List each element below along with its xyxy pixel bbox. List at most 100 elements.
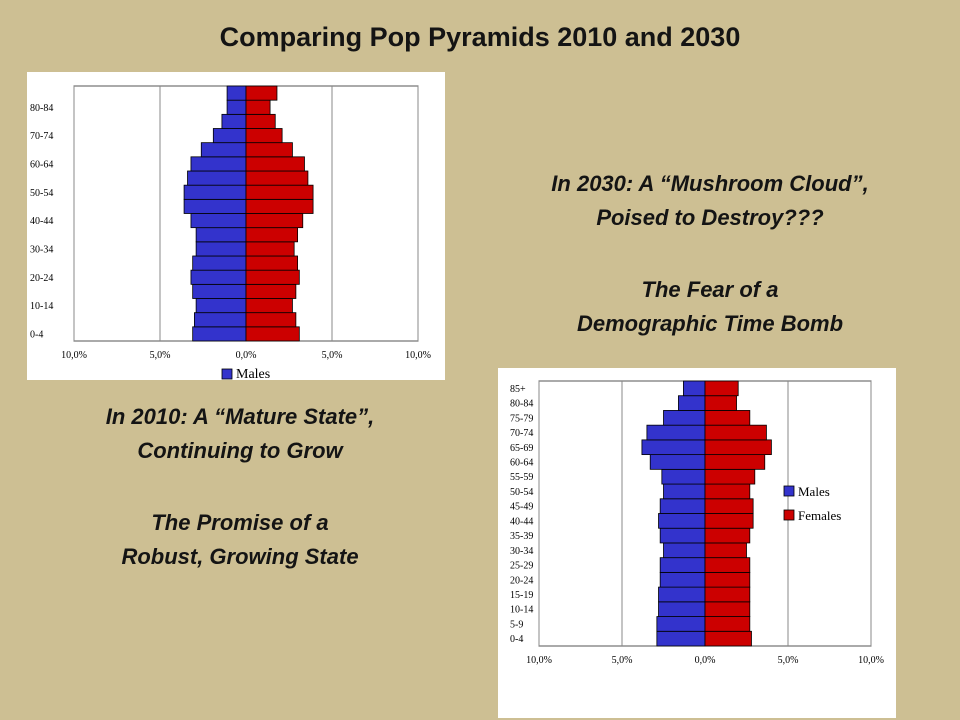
chart2010-bar-females-50-54 [245, 184, 314, 200]
legend-2010-males-swatch [221, 368, 233, 380]
chart2030-y-tick-label: 50-54 [510, 487, 533, 498]
chart2030-x-tick-label: 0,0% [695, 655, 716, 666]
chart2010-bar-females-0-4 [245, 326, 300, 342]
chart2030-y-tick-label: 65-69 [510, 443, 533, 454]
chart2010-bar-males-85+ [226, 85, 247, 101]
chart2030-bar-males-0-4 [656, 630, 706, 647]
chart2030-y-tick-label: 20-24 [510, 575, 533, 586]
chart2030-bar-males-40-44 [658, 513, 706, 529]
legend-2030-females-swatch [783, 509, 795, 521]
chart2030-bar-males-60-64 [649, 454, 706, 470]
chart2030-y-tick-label: 10-14 [510, 605, 533, 616]
chart2010-bar-males-10-14 [195, 298, 247, 314]
chart2030-y-tick-label: 25-29 [510, 561, 533, 572]
chart2010-x-tick-label: 10,0% [405, 350, 431, 361]
chart2010-bar-males-40-44 [190, 213, 247, 229]
chart2030-bar-males-5-9 [656, 616, 706, 632]
chart2030-y-tick-label: 60-64 [510, 457, 533, 468]
chart2030-bar-males-50-54 [663, 483, 706, 500]
chart2010-y-tick-label: 0-4 [30, 329, 43, 340]
chart2030-bar-males-10-14 [658, 601, 706, 617]
chart2030-x-tick-label: 10,0% [526, 655, 552, 666]
chart2030-bar-males-25-29 [659, 557, 706, 573]
chart2030-bar-females-80-84 [704, 395, 737, 411]
chart2010-bar-females-80-84 [245, 99, 271, 115]
chart2010-y-tick-label: 10-14 [30, 301, 53, 312]
chart2010-bar-males-65-69 [200, 142, 247, 158]
chart2030-y-tick-label: 80-84 [510, 399, 533, 410]
chart2010-x-tick-label: 10,0% [61, 350, 87, 361]
chart2030-bar-males-30-34 [663, 542, 706, 559]
chart2010-bar-males-5-9 [193, 312, 247, 328]
chart2030-bar-males-20-24 [659, 571, 706, 588]
pyramid-2010-svg: 10,0% 5,0% 0,0% 5,0% 10,0% 0-4 10-14 20-24 30-34… [30, 85, 431, 380]
chart2030-bar-males-65-69 [641, 439, 706, 456]
chart2030-bar-females-30-34 [704, 542, 747, 559]
caption-2030-line1: In 2030: A “Mushroom Cloud”, [551, 171, 869, 196]
chart2030-x-tick-label: 5,0% [778, 655, 799, 666]
chart2010-bar-males-20-24 [190, 269, 247, 285]
chart2030-bar-females-20-24 [704, 571, 751, 588]
chart2030-y-tick-label: 30-34 [510, 546, 533, 557]
chart2030-bar-males-70-74 [646, 424, 706, 441]
caption-2030: In 2030: A “Mushroom Cloud”, Poised to D… [480, 167, 940, 341]
chart2030-y-tick-label: 70-74 [510, 428, 533, 439]
chart2030-y-tick-label: 35-39 [510, 531, 533, 542]
chart2010-bar-females-55-59 [245, 170, 309, 186]
chart2030-bar-females-70-74 [704, 424, 767, 441]
chart2010-y-tick-label: 20-24 [30, 273, 53, 284]
chart2030-bar-males-35-39 [659, 527, 706, 544]
chart2010-bar-females-25-29 [245, 255, 298, 271]
chart2030-bar-females-5-9 [704, 616, 751, 632]
chart2010-y-tick-label: 30-34 [30, 244, 53, 255]
chart2010-bar-females-10-14 [245, 298, 293, 314]
chart2030-y-tick-label: 55-59 [510, 472, 533, 483]
chart2010-bar-males-25-29 [192, 255, 247, 271]
chart2010-bar-males-45-49 [183, 198, 247, 214]
chart2030-bar-females-45-49 [704, 498, 754, 514]
chart2030-bar-males-75-79 [663, 410, 706, 426]
chart2010-bar-females-40-44 [245, 213, 304, 229]
chart2010-bar-females-45-49 [245, 198, 314, 214]
chart2010-y-tick-label: 70-74 [30, 131, 53, 142]
chart2010-bar-females-70-74 [245, 128, 283, 144]
chart2030-bar-males-15-19 [658, 586, 706, 603]
chart2030-bar-females-25-29 [704, 557, 751, 573]
chart2010-bar-males-0-4 [192, 326, 247, 342]
chart2010-x-tick-label: 0,0% [236, 350, 257, 361]
chart2030-bar-females-10-14 [704, 601, 751, 617]
caption-2010-line4: Robust, Growing State [121, 544, 359, 569]
chart2010-bar-females-60-64 [245, 156, 305, 172]
chart2030-bar-females-0-4 [704, 630, 752, 647]
chart2010-y-tick-label: 40-44 [30, 216, 53, 227]
chart2010-bar-males-70-74 [212, 128, 247, 144]
caption-2010-line2: Continuing to Grow [137, 438, 343, 463]
caption-2010-line1: In 2010: A “Mature State”, [105, 404, 375, 429]
chart2030-bar-females-65-69 [704, 439, 772, 456]
chart2010-bar-males-60-64 [190, 156, 247, 172]
chart2030-y-tick-label: 15-19 [510, 590, 533, 601]
caption-2010-line3: The Promise of a [151, 510, 329, 535]
pyramid-2010-chart: 10,0% 5,0% 0,0% 5,0% 10,0% 0-4 10-14 20-24 30-34… [27, 72, 445, 380]
chart2030-y-tick-label: 45-49 [510, 502, 533, 513]
chart2030-y-tick-label: 0-4 [510, 634, 523, 645]
chart2030-x-tick-label: 10,0% [858, 655, 884, 666]
chart2010-bar-males-50-54 [183, 184, 247, 200]
chart2030-bar-males-80-84 [678, 395, 706, 411]
chart2030-bar-males-85+ [683, 380, 706, 397]
chart2030-x-tick-label: 5,0% [612, 655, 633, 666]
chart2010-bar-males-75-79 [221, 113, 247, 129]
chart2010-bar-males-35-39 [195, 227, 247, 243]
chart2010-bar-males-30-34 [195, 241, 247, 257]
chart2030-bar-females-75-79 [704, 410, 751, 426]
chart2030-bar-females-60-64 [704, 454, 766, 470]
slide-title: Comparing Pop Pyramids 2010 and 2030 [219, 22, 741, 52]
caption-2030-line4: Demographic Time Bomb [576, 311, 844, 336]
chart2030-bar-females-40-44 [704, 513, 754, 529]
legend-2030-females-label: Females [798, 508, 841, 523]
chart2010-x-tick-label: 5,0% [150, 350, 171, 361]
chart2030-bar-males-55-59 [661, 468, 706, 485]
chart2030-y-tick-label: 40-44 [510, 516, 533, 527]
chart2010-bar-females-35-39 [245, 227, 298, 243]
chart2010-bar-males-80-84 [226, 99, 247, 115]
